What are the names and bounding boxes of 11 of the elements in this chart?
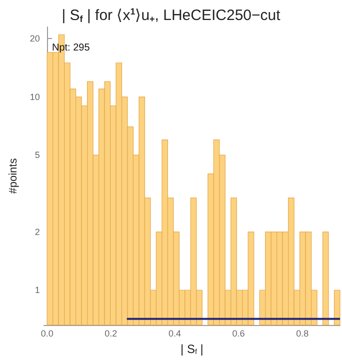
y-tick-label: 20	[30, 34, 40, 44]
y-tick-label: 5	[34, 150, 40, 160]
y-tick-label: 10	[30, 92, 40, 102]
y-axis-title: #points	[8, 158, 20, 194]
y-tick-label: 2	[34, 226, 40, 237]
x-tick-label: 0.0	[40, 328, 54, 338]
x-tick-label: 0.4	[168, 328, 181, 338]
x-tick-label: 0.6	[232, 328, 245, 338]
y-tick-label: 1	[34, 285, 40, 296]
x-tick-label: 0.8	[296, 328, 309, 338]
x-tick-label: 0.2	[104, 328, 118, 338]
